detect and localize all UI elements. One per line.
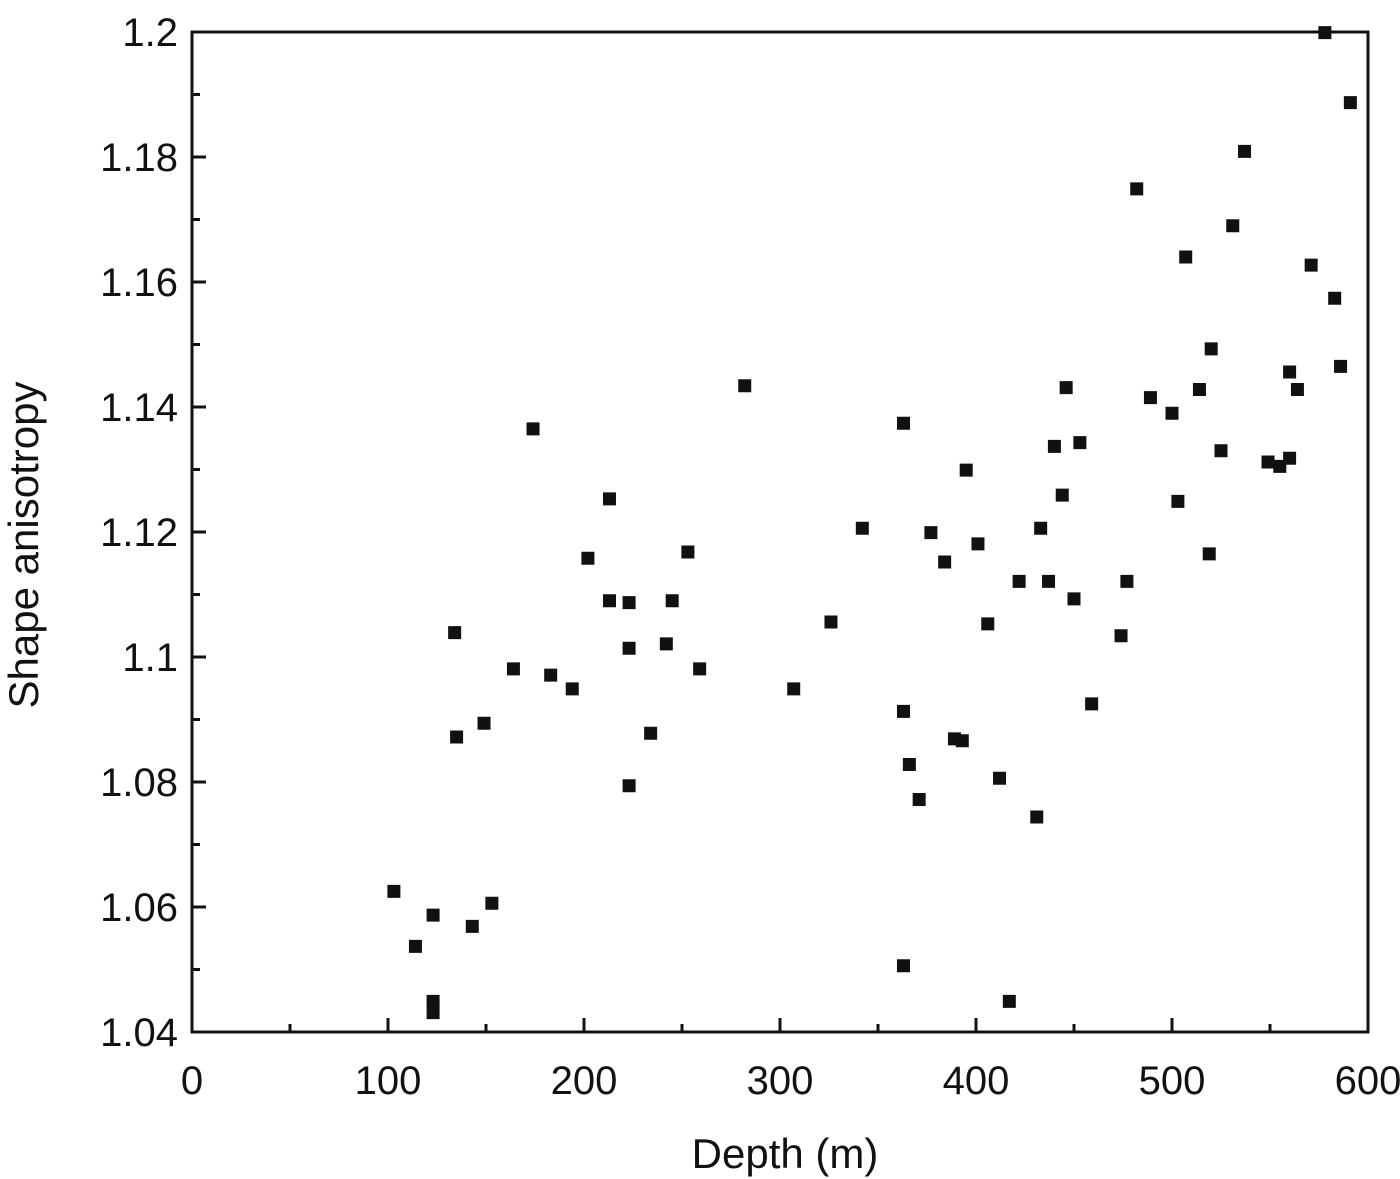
x-tick-label: 300 xyxy=(747,1059,814,1103)
x-tick-label: 0 xyxy=(181,1059,203,1103)
data-point xyxy=(544,668,558,682)
data-point xyxy=(602,492,616,506)
data-point xyxy=(1165,406,1179,420)
data-point xyxy=(1261,455,1275,469)
data-point xyxy=(1290,383,1304,396)
data-point xyxy=(855,521,869,535)
data-point xyxy=(581,551,595,565)
data-point xyxy=(1202,547,1216,561)
y-axis-title: Shape anisotropy xyxy=(0,382,47,709)
x-axis-title: Depth (m) xyxy=(692,1130,879,1177)
data-point xyxy=(1304,258,1318,272)
data-point xyxy=(1067,592,1081,606)
data-point xyxy=(924,526,938,540)
plot-frame xyxy=(190,30,1370,1034)
x-axis: 0 100 200 300 400 500 600 xyxy=(181,1018,1400,1103)
data-point xyxy=(681,545,695,559)
data-point xyxy=(1073,436,1087,450)
data-point xyxy=(1030,810,1044,824)
data-point xyxy=(448,626,462,640)
data-point xyxy=(1214,444,1228,458)
data-point xyxy=(1179,250,1193,264)
y-tick-label: 1.18 xyxy=(100,136,178,180)
y-tick-label: 1.1 xyxy=(122,636,178,680)
data-point xyxy=(1114,629,1128,643)
data-point xyxy=(644,726,658,740)
data-point xyxy=(1334,359,1348,373)
y-tick-label: 1.14 xyxy=(100,386,178,430)
data-point xyxy=(1143,391,1157,405)
data-point xyxy=(1059,381,1073,395)
data-point xyxy=(622,641,636,655)
data-points xyxy=(387,26,1357,1020)
data-point xyxy=(955,734,969,748)
data-point xyxy=(981,617,995,631)
data-point xyxy=(602,594,616,608)
data-point xyxy=(1192,383,1206,396)
data-point xyxy=(912,793,926,806)
data-point xyxy=(506,662,520,676)
y-tick-label: 1.12 xyxy=(100,511,178,555)
y-axis: 1.04 1.06 1.08 1.1 1.12 1.14 1.16 1.18 1.2 xyxy=(100,11,206,1055)
x-tick-label: 200 xyxy=(551,1059,618,1103)
x-tick-label: 100 xyxy=(355,1059,422,1103)
y-tick-label: 1.2 xyxy=(122,11,178,55)
data-point xyxy=(426,994,440,1008)
data-point xyxy=(622,779,636,793)
data-point xyxy=(902,758,916,771)
data-point xyxy=(1343,96,1357,110)
data-point xyxy=(485,896,499,910)
data-point xyxy=(1171,494,1185,508)
x-tick-label: 600 xyxy=(1335,1059,1400,1103)
data-point xyxy=(565,682,579,696)
y-tick-label: 1.16 xyxy=(100,261,178,305)
y-tick-label: 1.06 xyxy=(100,886,178,930)
data-point xyxy=(1012,574,1026,588)
data-point xyxy=(387,884,401,898)
y-tick-label: 1.08 xyxy=(100,761,178,805)
data-point xyxy=(1085,697,1099,711)
data-point xyxy=(896,704,910,718)
data-point xyxy=(824,615,838,629)
data-point xyxy=(1204,342,1218,356)
data-point xyxy=(738,379,752,393)
data-point xyxy=(1042,574,1056,588)
data-point xyxy=(787,682,801,696)
data-point xyxy=(1034,521,1048,535)
data-point xyxy=(1002,994,1016,1008)
data-point xyxy=(622,596,636,610)
data-point xyxy=(1318,26,1332,40)
data-point xyxy=(1226,219,1240,233)
data-point xyxy=(1130,182,1144,196)
data-point xyxy=(1047,439,1061,453)
data-point xyxy=(1120,574,1134,588)
x-tick-label: 400 xyxy=(943,1059,1010,1103)
data-point xyxy=(693,662,707,676)
data-point xyxy=(426,908,440,922)
data-point xyxy=(896,416,910,430)
data-point xyxy=(1283,365,1297,379)
data-point xyxy=(477,716,491,730)
data-point xyxy=(971,537,985,551)
data-point xyxy=(1283,451,1297,465)
data-point xyxy=(1238,144,1252,158)
data-point xyxy=(665,594,679,608)
data-point xyxy=(465,919,479,933)
data-point xyxy=(426,1006,440,1020)
data-point xyxy=(526,422,540,436)
data-point xyxy=(993,771,1007,785)
data-point xyxy=(1055,488,1069,502)
x-tick-label: 500 xyxy=(1139,1059,1206,1103)
data-point xyxy=(1273,459,1287,473)
y-tick-label: 1.04 xyxy=(100,1011,178,1055)
data-point xyxy=(938,555,952,569)
data-point xyxy=(959,463,973,477)
data-point xyxy=(1328,291,1342,305)
data-point xyxy=(659,637,673,651)
data-point xyxy=(896,959,910,973)
data-point xyxy=(450,730,464,744)
data-point xyxy=(408,939,422,953)
